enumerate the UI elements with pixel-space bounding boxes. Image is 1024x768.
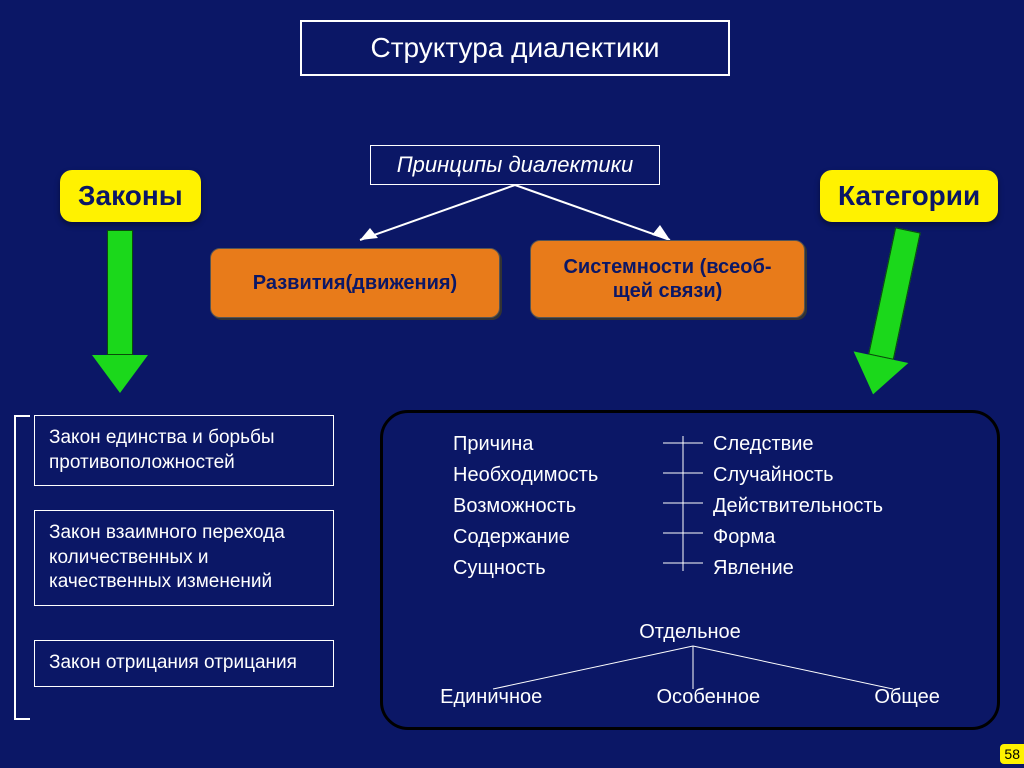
principles-heading: Принципы диалектики [370,145,660,185]
law-box-2: Закон взаимного перехода количественных … [34,510,334,606]
categories-panel: Причина Следствие Необходимость Случайно… [380,410,1000,730]
cat-right: Действительность [713,495,973,518]
cat-left: Причина [453,433,713,456]
cat-right: Форма [713,526,973,549]
principle-development-box: Развития(движения) [210,248,500,318]
principle-systemic-box: Системности (всеоб- щей связи) [530,240,805,318]
arrow-down-left [92,230,148,393]
cat-bottom: Особенное [657,686,761,709]
categories-label-box: Категории [820,170,998,222]
cat-left: Содержание [453,526,713,549]
category-center: Отдельное [383,621,997,644]
law-box-1: Закон единства и борьбы противоположност… [34,415,334,486]
category-pairs-grid: Причина Следствие Необходимость Случайно… [453,433,973,580]
page-title: Структура диалектики [300,20,730,76]
laws-label-box: Законы [60,170,201,222]
cat-bottom: Единичное [440,686,542,709]
category-bottom-row: Единичное Особенное Общее [383,686,997,709]
law-box-3: Закон отрицания отрицания [34,640,334,687]
page-number-badge: 58 [1000,744,1024,764]
laws-bracket-icon [14,415,30,720]
arrow-down-right [846,224,936,400]
cat-right: Случайность [713,464,973,487]
cat-left: Возможность [453,495,713,518]
cat-left: Необходимость [453,464,713,487]
cat-left: Сущность [453,557,713,580]
cat-bottom: Общее [874,686,940,709]
cat-right: Следствие [713,433,973,456]
cat-right: Явление [713,557,973,580]
